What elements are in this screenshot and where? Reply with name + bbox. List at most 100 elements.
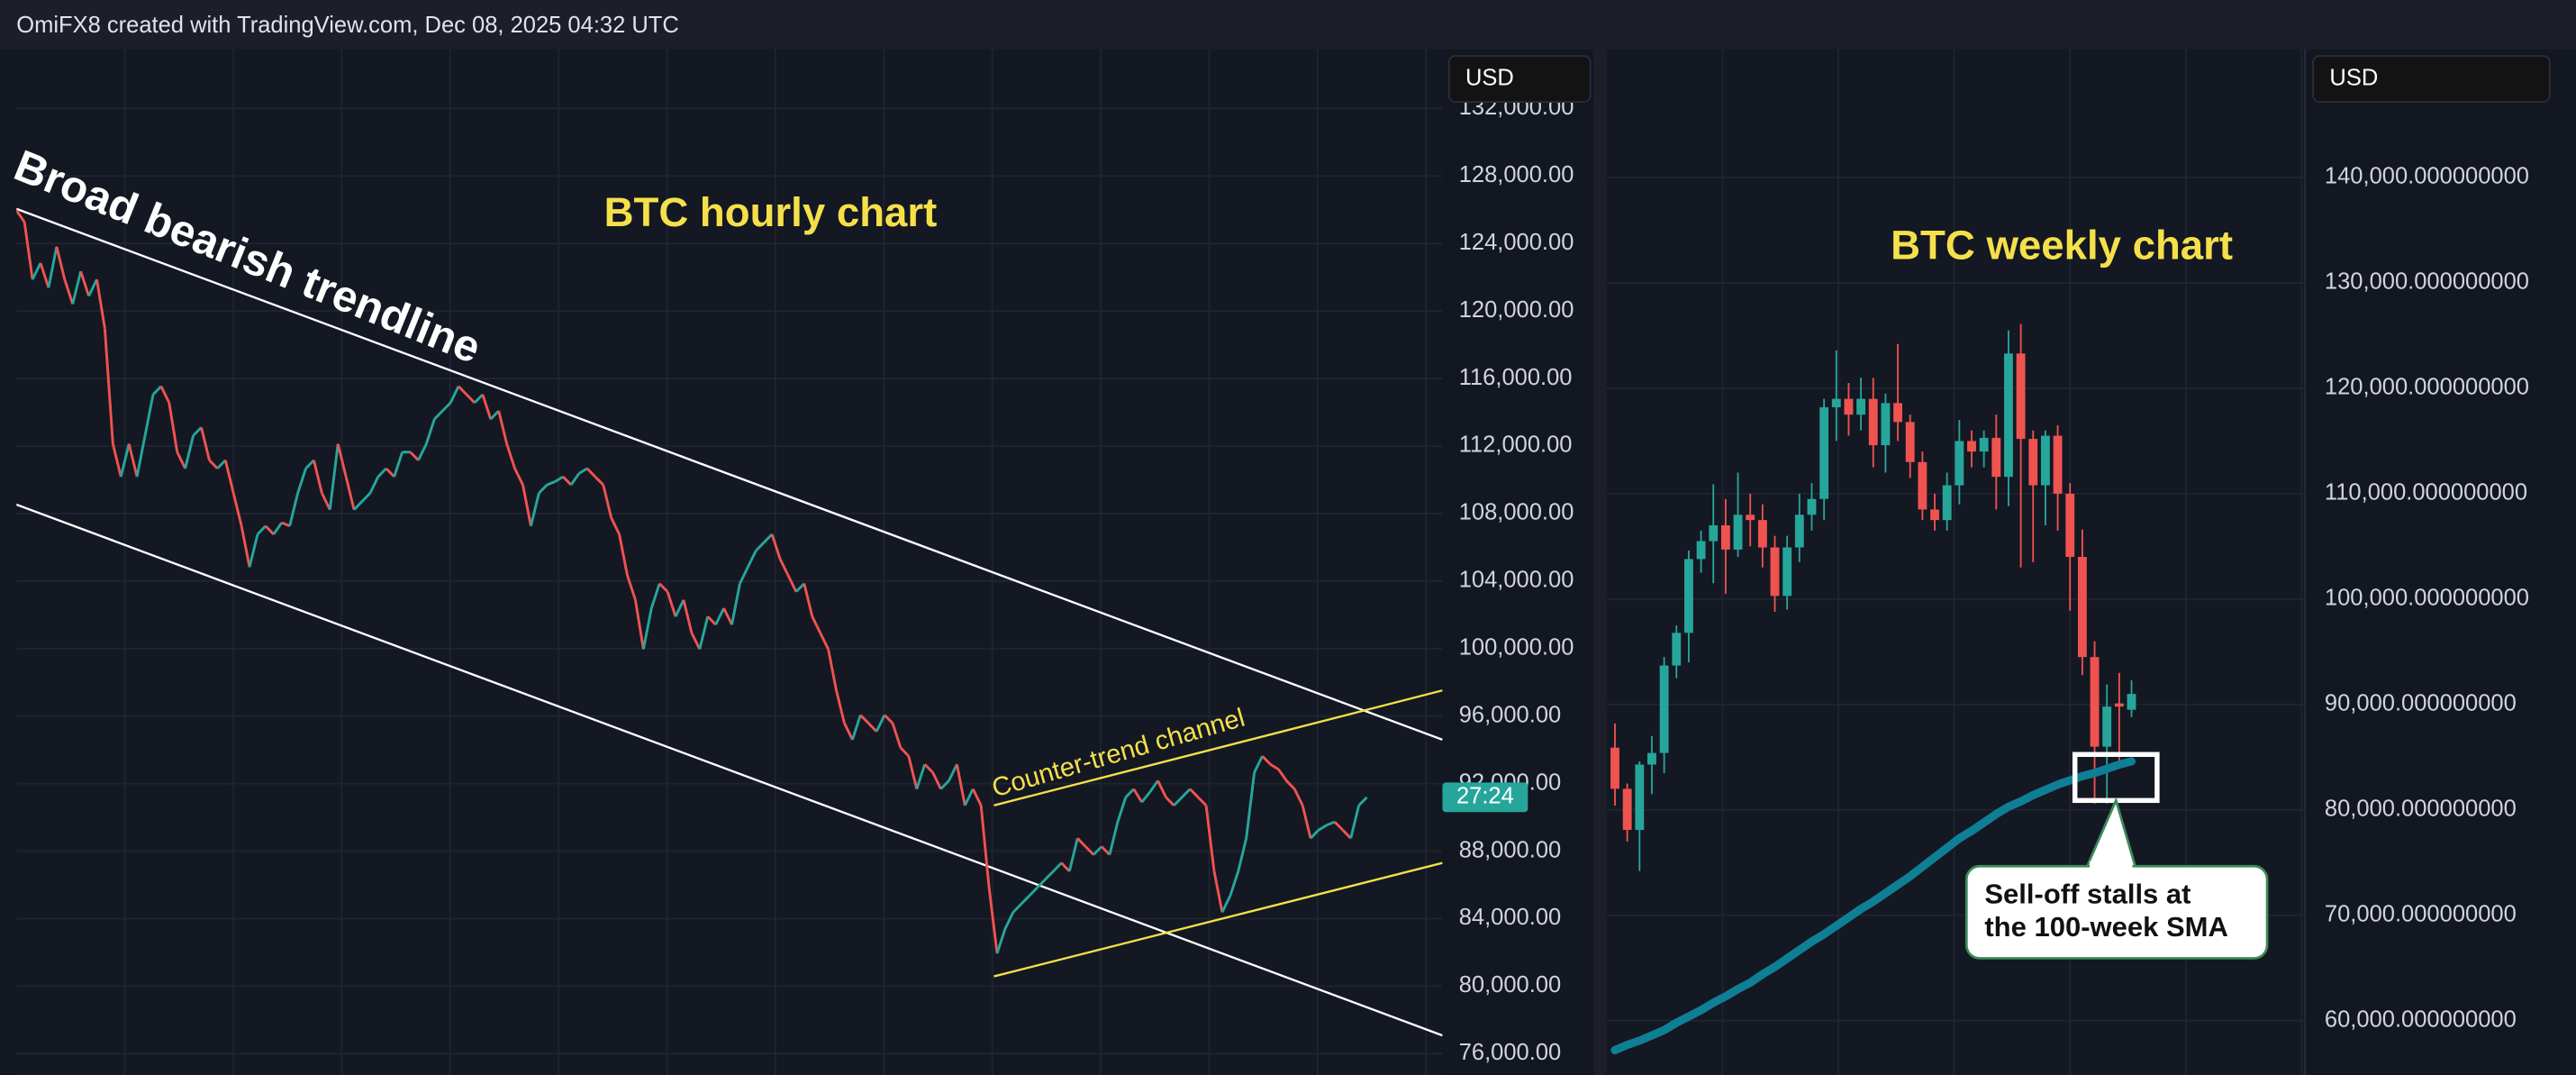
price-segment (151, 385, 162, 396)
price-segment (554, 475, 564, 483)
price-segment (618, 533, 629, 576)
price-segment (240, 525, 251, 568)
candle-body (2102, 706, 2112, 747)
price-segment (231, 492, 243, 527)
candle-body (2016, 353, 2026, 440)
y-tick-label: 140,000.000000000 (2325, 164, 2529, 189)
currency-label[interactable]: USD (2329, 65, 2378, 90)
candle-body (1893, 403, 1902, 423)
price-segment (843, 722, 854, 741)
price-segment (87, 278, 98, 297)
candle-body (1794, 515, 1804, 548)
price-segment (505, 443, 516, 469)
price-segment (1156, 779, 1167, 798)
price-segment (1148, 779, 1159, 794)
price-segment (1076, 837, 1087, 848)
y-tick-label: 80,000.000000000 (2325, 797, 2517, 822)
price-segment (1357, 796, 1368, 806)
price-segment (1060, 861, 1071, 872)
price-segment (127, 443, 139, 478)
price-segment (223, 460, 235, 494)
y-tick-label: 130,000.000000000 (2325, 269, 2529, 295)
plot-clip (1610, 323, 2136, 1055)
price-segment (1052, 861, 1063, 872)
price-segment (353, 500, 364, 511)
price-segment (884, 714, 894, 724)
price-segment (562, 476, 573, 487)
price-segment (755, 541, 766, 552)
price-segment (304, 459, 315, 469)
price-segment (867, 722, 878, 733)
price-segment (1165, 796, 1175, 806)
price-segment (55, 246, 67, 280)
price-segment (119, 443, 131, 478)
price-segment (811, 615, 822, 633)
sma-line (1610, 757, 2136, 1055)
price-segment (441, 402, 452, 413)
price-segment (633, 599, 645, 650)
price-segment (184, 435, 195, 469)
price-segment (1293, 788, 1304, 806)
price-segment (449, 386, 460, 404)
price-segment (248, 533, 259, 568)
panel-divider (1593, 49, 1607, 1075)
price-segment (1132, 788, 1143, 803)
price-segment (47, 246, 59, 288)
price-segment (1036, 878, 1047, 889)
price-segment (987, 887, 999, 954)
y-tick-label: 70,000.000000000 (2325, 901, 2517, 926)
price-segment (409, 451, 420, 461)
price-segment (522, 484, 532, 527)
price-segment (641, 607, 653, 650)
price-segment (433, 410, 444, 421)
plot-area (16, 49, 1443, 1075)
price-segment (1318, 824, 1328, 832)
currency-box[interactable] (2312, 55, 2551, 104)
candle-body (1856, 398, 1866, 415)
price-segment (1181, 788, 1192, 798)
candle-body (1610, 747, 1619, 789)
currency-label[interactable]: USD (1465, 65, 1514, 90)
price-segment (111, 443, 122, 478)
price-segment (71, 270, 83, 305)
y-tick-label: 90,000.000000000 (2325, 691, 2517, 716)
price-segment (473, 393, 484, 405)
y-tick-label: 116,000.00 (1459, 365, 1573, 390)
y-tick-label: 110,000.000000000 (2325, 480, 2527, 506)
candle-body (1696, 541, 1706, 560)
candle-body (2053, 435, 2063, 494)
price-segment (281, 521, 291, 528)
price-segment (875, 714, 886, 733)
price-segment (1140, 791, 1151, 804)
price-segment (288, 492, 300, 527)
y-tick-label: 96,000.00 (1459, 702, 1562, 727)
price-segment (256, 524, 267, 535)
candle-body (1955, 441, 1964, 486)
price-segment (135, 435, 147, 478)
price-segment (706, 615, 717, 626)
candle-body (1979, 437, 1989, 452)
price-segment (1044, 870, 1055, 880)
price-segment (786, 574, 798, 593)
price-segment (313, 460, 323, 494)
candle-body (1967, 441, 1976, 452)
y-tick-label: 120,000.00 (1459, 297, 1574, 323)
price-segment (763, 533, 774, 543)
candle-body (1819, 406, 1829, 499)
price-segment (39, 262, 50, 288)
candle-body (1672, 633, 1682, 666)
price-segment (1028, 886, 1039, 897)
price-segment (931, 771, 942, 790)
price-segment (200, 427, 211, 461)
price-segment (143, 394, 155, 436)
price-segment (458, 385, 468, 396)
price-segment (344, 476, 356, 510)
price-segment (794, 582, 805, 593)
price-segment (1124, 788, 1135, 798)
candle-body (1746, 515, 1755, 521)
price-segment (31, 262, 42, 280)
callout-joint (2090, 861, 2133, 871)
candle-body (1991, 437, 2001, 478)
currency-box[interactable] (1447, 55, 1592, 104)
price-segment (698, 615, 710, 650)
